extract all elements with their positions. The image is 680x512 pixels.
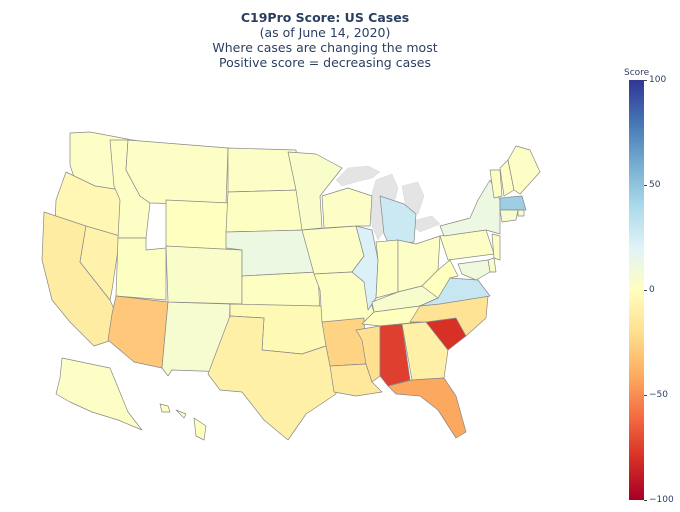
state-md[interactable] — [457, 259, 491, 281]
state-il[interactable] — [351, 225, 379, 311]
colorbar-tick-label: 0 — [649, 285, 655, 295]
state-vt[interactable] — [489, 169, 503, 199]
colorbar-tick-label: 50 — [649, 180, 661, 190]
chart-title: C19Pro Score: US Cases — [240, 10, 410, 25]
state-wv[interactable] — [421, 259, 459, 299]
state-nv[interactable] — [79, 225, 121, 301]
state-co[interactable] — [165, 245, 243, 305]
state-ny[interactable] — [439, 179, 501, 237]
state-az[interactable] — [107, 295, 169, 369]
state-mn[interactable] — [287, 151, 343, 231]
colorbar-tick-mark — [644, 395, 647, 396]
state-tx[interactable] — [207, 315, 337, 441]
state-ak[interactable] — [55, 357, 143, 431]
state-in[interactable] — [375, 239, 399, 299]
chart-subtitle-note: Positive score = decreasing cases — [219, 55, 431, 70]
colorbar-title: Score — [624, 68, 650, 78]
state-wy[interactable] — [165, 199, 231, 253]
state-sd[interactable] — [225, 189, 307, 233]
state-ar[interactable] — [321, 317, 367, 367]
state-ri[interactable] — [517, 209, 525, 217]
state-ut[interactable] — [115, 237, 167, 301]
state-mi[interactable] — [379, 195, 417, 247]
colorbar-tick-label: −50 — [649, 390, 668, 400]
state-me[interactable] — [507, 145, 541, 195]
state-nc[interactable] — [409, 295, 489, 337]
state-ct[interactable] — [499, 209, 519, 223]
colorbar-tick-mark — [644, 185, 647, 186]
state-fl[interactable] — [387, 377, 467, 439]
us-states-map — [41, 131, 541, 441]
chart-subtitle-desc: Where cases are changing the most — [212, 40, 438, 55]
state-nj[interactable] — [491, 233, 501, 261]
colorbar — [629, 80, 644, 500]
chart-subtitle-date: (as of June 14, 2020) — [259, 25, 391, 40]
colorbar-tick-mark — [644, 80, 647, 81]
colorbar-tick-mark — [644, 500, 647, 501]
state-hi[interactable] — [159, 403, 207, 441]
state-ma[interactable] — [499, 195, 527, 211]
state-mt[interactable] — [125, 139, 229, 206]
colorbar-tick-label: −100 — [649, 495, 674, 505]
chart-title-block: C19Pro Score: US Cases (as of June 14, 2… — [0, 10, 650, 70]
state-wi[interactable] — [321, 187, 373, 229]
colorbar-tick-label: 100 — [649, 75, 667, 85]
colorbar-tick-mark — [644, 290, 647, 291]
